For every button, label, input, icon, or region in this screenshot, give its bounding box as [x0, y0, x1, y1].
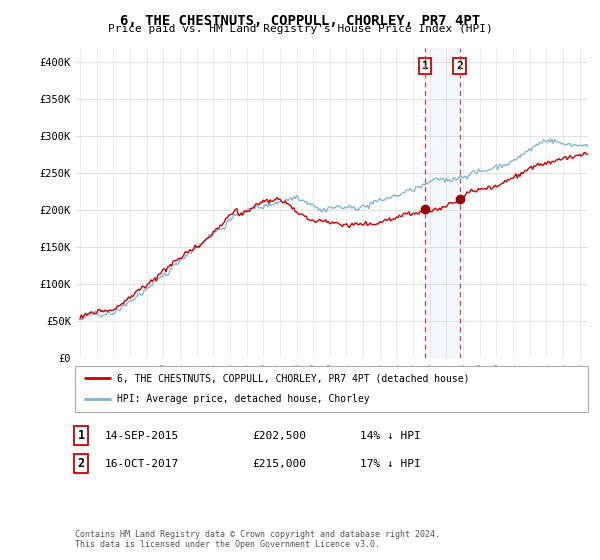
Text: 16-OCT-2017: 16-OCT-2017 [105, 459, 179, 469]
Text: £215,000: £215,000 [252, 459, 306, 469]
Text: 14-SEP-2015: 14-SEP-2015 [105, 431, 179, 441]
Text: 1: 1 [422, 61, 428, 71]
Text: 2: 2 [77, 457, 85, 470]
Text: £202,500: £202,500 [252, 431, 306, 441]
Text: Contains HM Land Registry data © Crown copyright and database right 2024.: Contains HM Land Registry data © Crown c… [75, 530, 440, 539]
Text: HPI: Average price, detached house, Chorley: HPI: Average price, detached house, Chor… [117, 394, 370, 404]
Text: 1: 1 [77, 429, 85, 442]
Text: 17% ↓ HPI: 17% ↓ HPI [360, 459, 421, 469]
Text: 6, THE CHESTNUTS, COPPULL, CHORLEY, PR7 4PT: 6, THE CHESTNUTS, COPPULL, CHORLEY, PR7 … [120, 14, 480, 28]
Text: 14% ↓ HPI: 14% ↓ HPI [360, 431, 421, 441]
Text: This data is licensed under the Open Government Licence v3.0.: This data is licensed under the Open Gov… [75, 540, 380, 549]
Bar [425, 48, 460, 358]
Text: 2: 2 [456, 61, 463, 71]
Text: 6, THE CHESTNUTS, COPPULL, CHORLEY, PR7 4PT (detached house): 6, THE CHESTNUTS, COPPULL, CHORLEY, PR7 … [117, 373, 470, 383]
Text: Price paid vs. HM Land Registry's House Price Index (HPI): Price paid vs. HM Land Registry's House … [107, 24, 493, 34]
